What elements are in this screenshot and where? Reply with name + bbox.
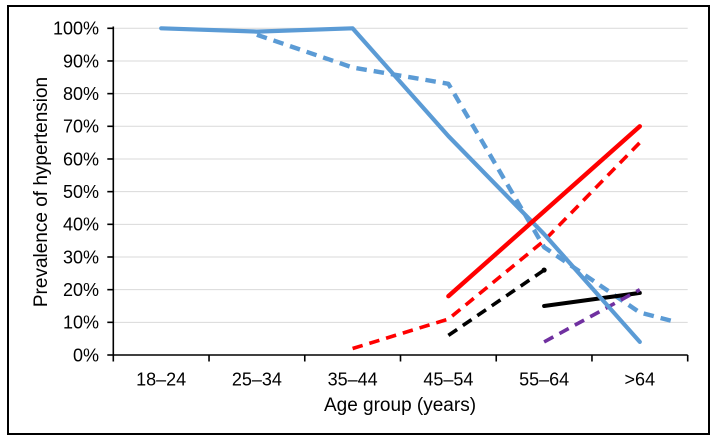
y-tick-label: 70% [63,117,99,137]
y-tick-label: 40% [63,215,99,235]
x-tick-label: 35–44 [328,370,378,390]
red-solid-line [446,124,642,299]
y-tick-label: 10% [63,313,99,333]
y-tick-label: 30% [63,247,99,267]
black-solid-line [542,290,642,308]
y-axis-tick-labels: 0% 10% 20% 30% 40% 50% 60% 70% 80% 90% 100% [53,19,99,366]
x-tick-label: >64 [625,370,656,390]
x-tick-label: 45–54 [423,370,473,390]
figure-border [7,5,710,435]
red-dashed-line [352,141,642,351]
data-series [159,26,678,351]
y-tick-label: 0% [73,345,99,365]
y-tick-label: 50% [63,182,99,202]
x-axis-tick-labels: 18–24 25–34 35–44 45–54 55–64 >64 [136,370,655,390]
x-tick-label: 25–34 [232,370,282,390]
y-tick-label: 60% [63,149,99,169]
blue-solid-line [159,26,642,344]
x-axis-title: Age group (years) [324,395,476,416]
y-tick-label: 100% [53,19,99,39]
gridlines [113,27,688,323]
black-dashed-end-dot [541,267,547,273]
x-tick-label: 55–64 [519,370,569,390]
x-tick-label: 18–24 [136,370,186,390]
black-dashed-line [447,268,546,337]
y-tick-label: 20% [63,280,99,300]
blue-dashed-line [256,32,678,325]
y-tick-label: 90% [63,51,99,71]
purple-dashed-line [543,288,641,344]
y-tick-label: 80% [63,84,99,104]
y-axis-title: Prevalence of hypertension [31,77,52,307]
axes [107,26,689,362]
